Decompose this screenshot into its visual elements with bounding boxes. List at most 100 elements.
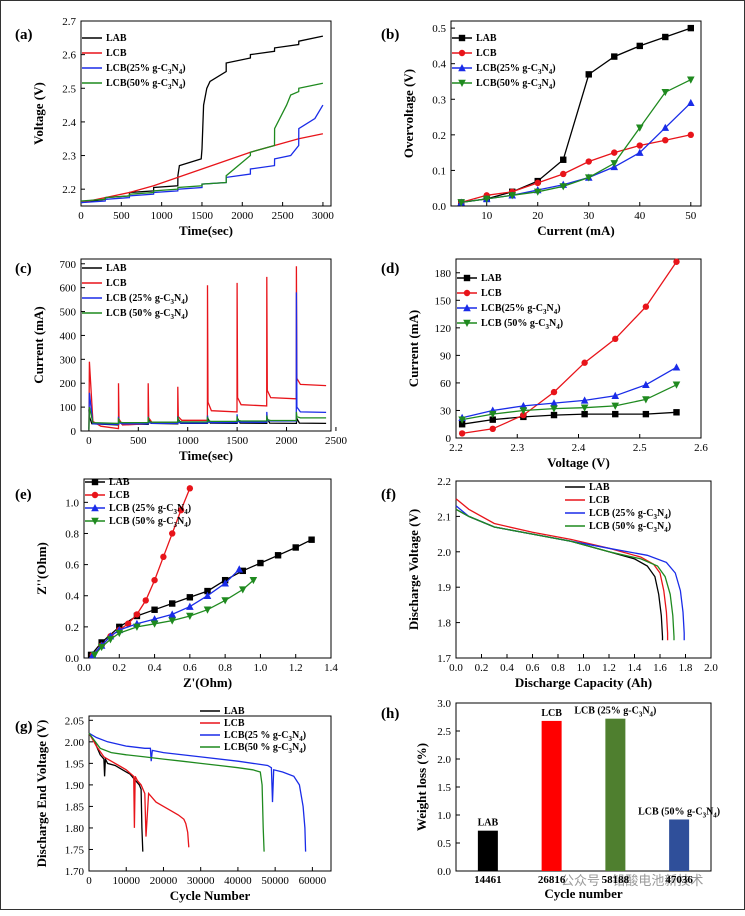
y-axis-label: Current (mA) — [406, 310, 421, 387]
data-point — [611, 402, 620, 410]
y-tick-label: 2.0 — [437, 754, 451, 766]
x-tick-label: 1500 — [191, 210, 214, 222]
x-axis-label: Time(sec) — [179, 448, 233, 463]
data-point — [292, 544, 299, 551]
x-tick-label: 1.2 — [602, 662, 616, 674]
x-tick-label: 1.6 — [653, 662, 667, 674]
x-tick-label: 2000 — [276, 435, 299, 447]
series-line-c-1 — [88, 266, 327, 430]
x-category-label: 58188 — [602, 874, 630, 886]
legend-label: LCB (50% g-C3N4) — [481, 318, 563, 331]
legend-label: LCB (50% g-C3N4) — [106, 308, 188, 321]
series-line-a-1 — [80, 133, 324, 204]
series-line-d-3 — [461, 384, 677, 421]
data-point — [97, 643, 106, 652]
x-tick-label: 2.4 — [572, 442, 586, 454]
legend-marker — [458, 79, 466, 87]
data-point — [142, 597, 149, 604]
y-tick-label: 1.9 — [437, 582, 451, 594]
bar-data-label: LCB (25% g-C3N4) — [574, 706, 656, 719]
y-tick-label: 2.05 — [65, 715, 85, 727]
legend-marker — [463, 304, 471, 312]
y-tick-label: 500 — [60, 307, 77, 319]
y-tick-label: 1.0 — [65, 497, 79, 509]
data-point — [560, 170, 567, 178]
x-category-label: 26816 — [538, 874, 566, 886]
legend-marker — [91, 491, 99, 499]
x-tick-label: 2.3 — [510, 442, 524, 454]
data-point — [581, 359, 588, 366]
data-point — [581, 410, 588, 418]
x-tick-label: 2500 — [325, 435, 348, 447]
bar-data-label: LCB (50% g-C3N4) — [638, 806, 720, 819]
y-tick-label: 0.3 — [432, 94, 446, 106]
y-tick-label: 1.7 — [437, 653, 451, 665]
data-point — [662, 33, 669, 41]
data-point — [151, 606, 158, 613]
panel-label-d: (d) — [381, 261, 399, 277]
y-tick-label: 0.1 — [432, 165, 446, 177]
data-point — [115, 629, 124, 638]
legend-label: LCB (25% g-C3N4) — [589, 508, 671, 521]
y-axis-label: Overvoltage (V) — [401, 69, 416, 158]
x-tick-label: 10 — [481, 210, 493, 222]
data-point — [534, 179, 541, 187]
plot-frame-e — [83, 478, 332, 659]
data-point — [585, 71, 592, 78]
legend-marker — [458, 49, 466, 57]
y-axis-label: Discharge End Voltage (V) — [34, 720, 49, 868]
data-point — [508, 192, 517, 200]
data-point — [203, 591, 212, 599]
x-axis-label: Discharge Capacity (Ah) — [515, 675, 652, 690]
y-tick-label: 400 — [60, 330, 77, 342]
x-tick-label: 30000 — [187, 875, 215, 887]
y-axis-label: Discharge Voltage (V) — [406, 509, 421, 630]
data-point — [612, 410, 619, 418]
legend-marker — [463, 289, 471, 297]
data-point — [533, 188, 542, 196]
data-point — [611, 391, 620, 399]
data-point — [458, 416, 466, 424]
bar-data-label: LCB — [541, 708, 562, 719]
x-tick-label: 0.6 — [526, 662, 540, 674]
x-tick-label: 20000 — [150, 875, 178, 887]
x-category-label: 14461 — [474, 874, 502, 886]
x-tick-label: 2.5 — [633, 442, 647, 454]
watermark-text: 公众号 · 铅酸电池新技术 — [561, 873, 703, 889]
legend-label: LCB(25% g-C3N4) — [106, 63, 186, 76]
data-point — [169, 600, 176, 607]
legend-label: LCB — [106, 278, 127, 289]
legend-marker — [91, 517, 99, 525]
legend-label: LCB — [106, 48, 127, 59]
y-axis-label: Z''(Ohm) — [34, 542, 49, 595]
panel-d: (d) 2.2 2.3 2.4 2.5 2.6 0 30 60 90 120 150 180 Voltag… — [381, 258, 708, 470]
y-tick-label: 600 — [60, 283, 77, 295]
y-tick-label: 0.8 — [65, 528, 79, 540]
y-axis-label: Weight loss (%) — [414, 743, 429, 831]
plot-frame-g — [88, 715, 332, 872]
data-point — [661, 88, 670, 97]
legend-marker — [463, 274, 471, 282]
data-point — [238, 586, 247, 594]
y-tick-label: 100 — [60, 402, 77, 414]
panel-label-a: (a) — [15, 27, 33, 43]
data-point — [580, 396, 589, 404]
data-point — [235, 565, 244, 573]
data-point — [257, 559, 264, 567]
y-tick-label: 1.80 — [65, 823, 85, 835]
panel-c: (c) 0 500 1000 1500 2000 2500 0 100 200 300 400 500 6… — [15, 258, 348, 463]
panel-f: (f) 0.0 0.2 0.4 0.6 0.8 1.0 1.2 1.4 1.6 1.8 2.0 1.7 1… — [381, 476, 718, 690]
y-tick-label: 2.2 — [437, 476, 451, 488]
data-point — [611, 53, 618, 60]
x-tick-label: 0.8 — [218, 662, 232, 674]
data-point — [133, 623, 141, 631]
data-point — [151, 576, 158, 584]
data-point — [133, 611, 141, 618]
series-line-g-2 — [88, 732, 307, 852]
y-axis-label: Voltage (V) — [31, 82, 46, 145]
x-tick-label: 0 — [86, 435, 92, 447]
data-point — [673, 258, 680, 265]
series-line-c-3 — [88, 406, 327, 430]
x-tick-label: 1.4 — [324, 662, 338, 674]
legend-label: LCB (50% g-C3N4) — [109, 516, 191, 529]
